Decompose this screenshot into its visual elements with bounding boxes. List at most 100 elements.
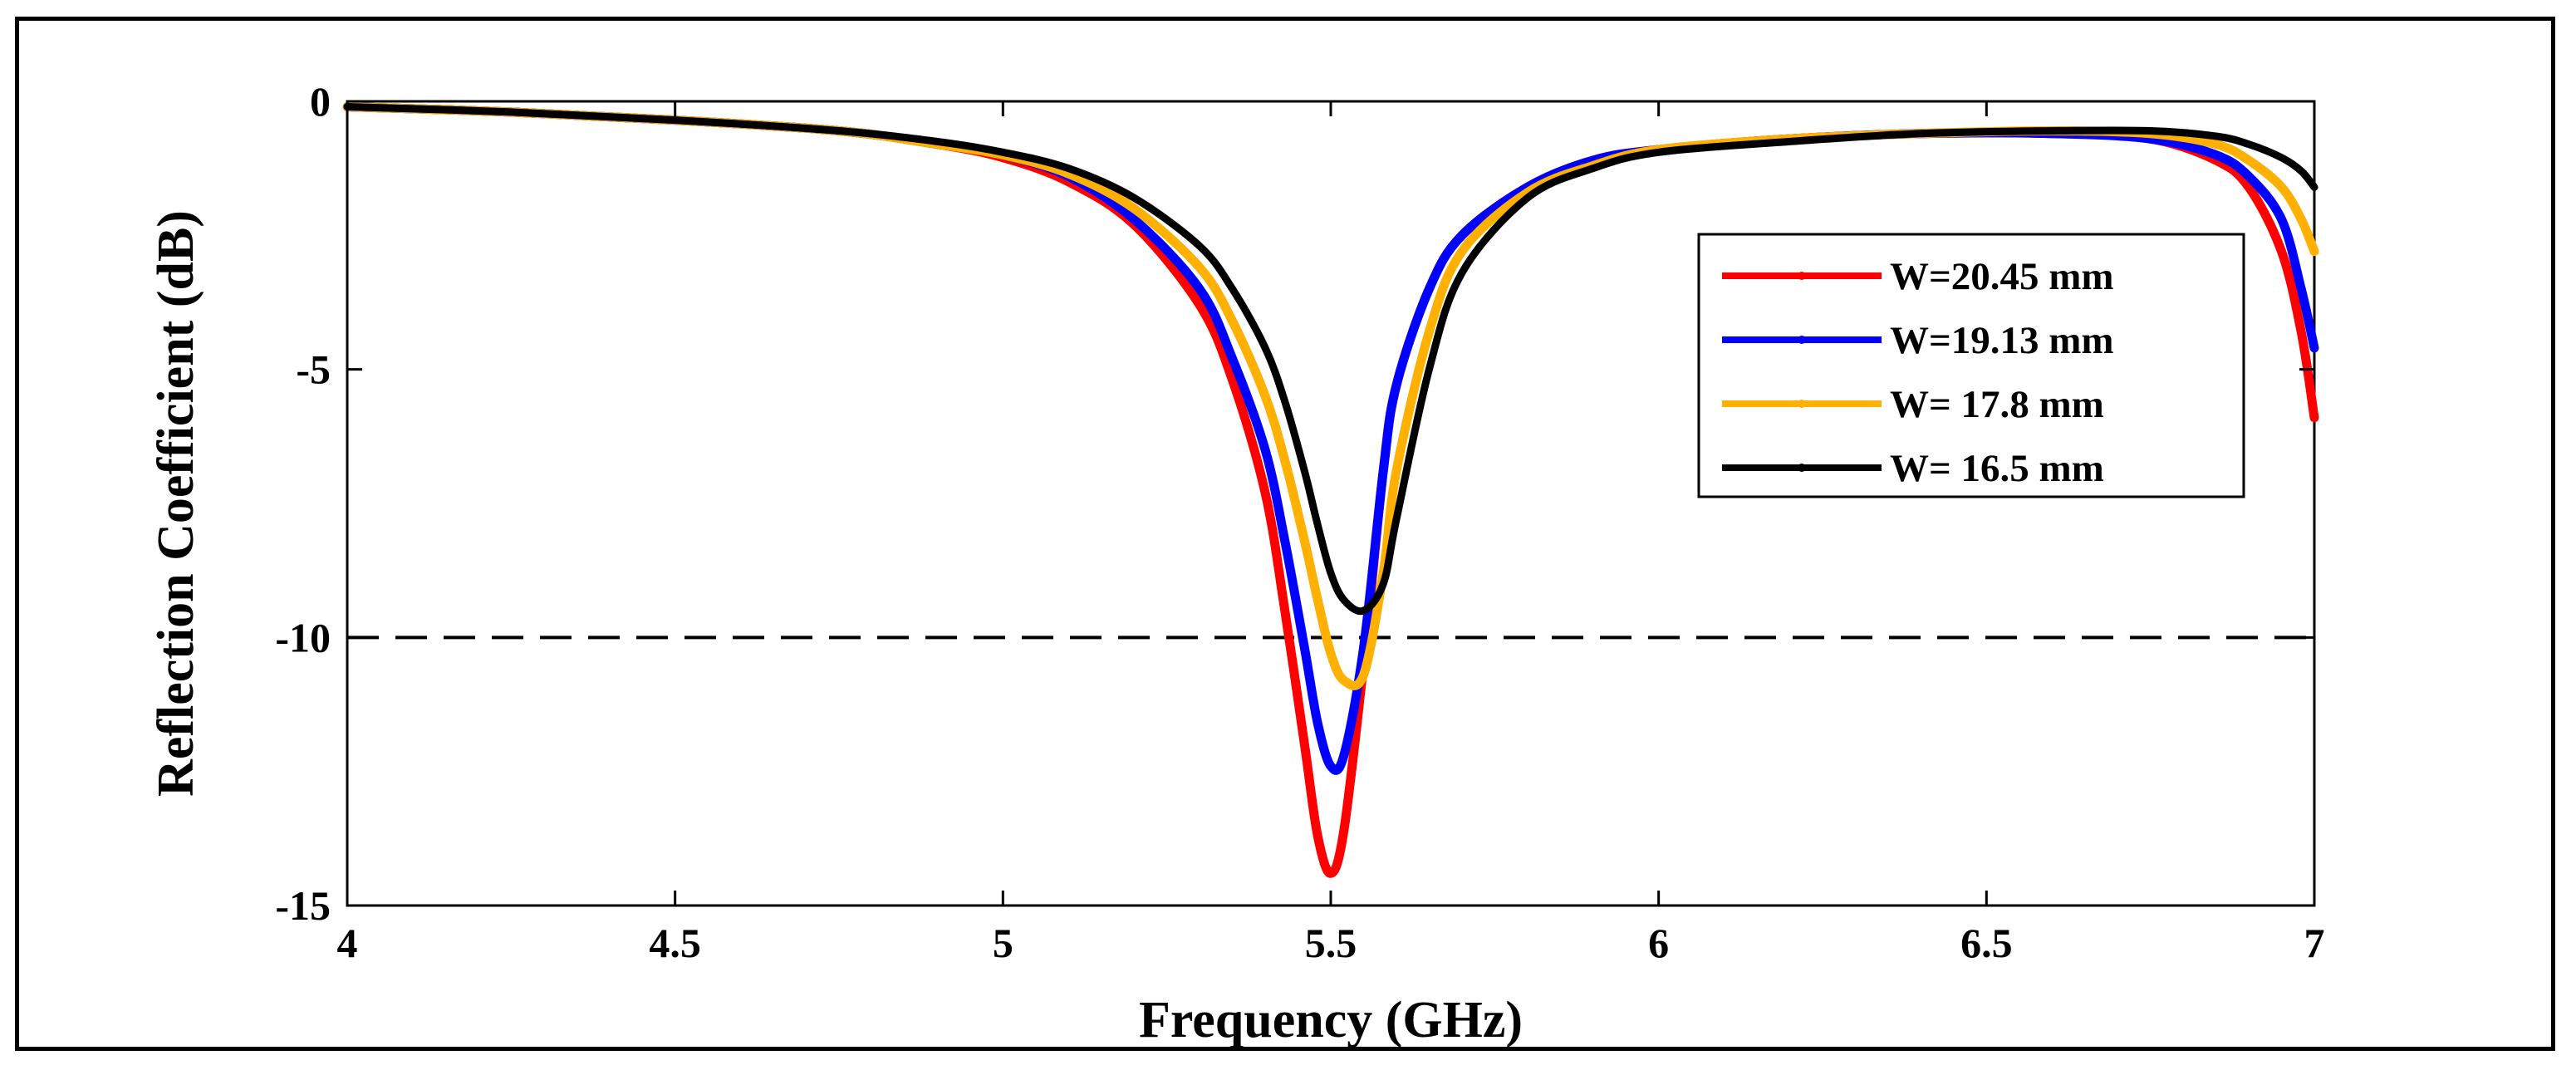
data-point: [935, 139, 940, 145]
data-point: [1282, 399, 1288, 405]
data-point: [1131, 195, 1137, 201]
data-point: [1459, 248, 1465, 254]
x-axis-ticks: 4 4.5 5 5.5 6 6.5 7: [337, 101, 2325, 966]
data-point: [2246, 141, 2252, 147]
data-point: [1302, 469, 1308, 474]
data-point: [1315, 522, 1321, 528]
data-point: [2213, 141, 2219, 147]
series-w-16-5-mm: [343, 102, 2318, 616]
y-tick-label: -5: [296, 346, 331, 393]
data-point: [2279, 248, 2284, 254]
data-point: [2213, 133, 2219, 139]
data-point: [1197, 243, 1203, 249]
data-point: [1426, 329, 1432, 335]
data-point: [1656, 150, 1661, 155]
data-point: [1361, 645, 1367, 651]
legend-item-w-20-45-mm: W=20.45 mm: [1722, 255, 2114, 298]
data-point: [837, 128, 841, 134]
data-point: [2312, 248, 2317, 254]
data-point: [1263, 345, 1268, 351]
legend-label: W= 17.8 mm: [1890, 383, 2104, 426]
data-point: [2299, 168, 2304, 174]
data-point: [1361, 608, 1367, 614]
chart-frame: [15, 17, 2555, 1051]
data-point: [2279, 216, 2284, 222]
data-point: [2299, 216, 2304, 222]
data-point: [1426, 366, 1432, 372]
legend: W=20.45 mm W=19.13 mm W= 17.8 mm W= 16.5 mm: [1697, 233, 2245, 498]
data-point: [1524, 195, 1530, 201]
x-tick-label: 4.5: [649, 920, 701, 966]
data-point: [1282, 458, 1288, 464]
legend-label: W=19.13 mm: [1890, 319, 2114, 362]
legend-marker: [1798, 336, 1806, 344]
data-point: [1302, 645, 1308, 651]
data-point: [1302, 742, 1308, 748]
data-point: [2049, 128, 2055, 134]
legend-item-w-19-13-mm: W=19.13 mm: [1722, 319, 2114, 362]
legend-item-w-16-5-mm: W= 16.5 mm: [1722, 447, 2104, 490]
x-tick-label: 6.5: [1960, 920, 2013, 966]
data-point: [1787, 139, 1793, 145]
data-point: [1393, 383, 1399, 389]
data-point: [1341, 677, 1347, 683]
data-point: [1918, 130, 1924, 136]
data-point: [508, 109, 514, 115]
data-point: [1197, 302, 1203, 308]
data-point: [1229, 356, 1235, 361]
data-point: [2312, 415, 2317, 420]
data-point: [1328, 871, 1333, 876]
data-point: [1393, 517, 1399, 523]
data-point: [1341, 753, 1347, 758]
data-point: [2312, 184, 2317, 190]
y-axis-label: Reflection Coefficient (dB): [148, 210, 204, 797]
data-point: [1197, 265, 1203, 271]
data-point: [1590, 165, 1596, 171]
x-tick-label: 6: [1648, 920, 1669, 966]
legend-marker: [1798, 464, 1806, 472]
data-point: [2246, 184, 2252, 190]
data-point: [2147, 128, 2153, 134]
data-point: [1381, 469, 1386, 474]
y-tick-label: 0: [310, 78, 331, 125]
data-point: [2246, 157, 2252, 163]
data-point: [2279, 155, 2284, 160]
data-point: [1328, 763, 1333, 769]
x-tick-label: 4: [337, 920, 358, 966]
data-point: [2279, 184, 2284, 190]
x-tick-label: 7: [2304, 920, 2325, 966]
legend-item-w-17-8-mm: W= 17.8 mm: [1722, 383, 2104, 426]
data-point: [1263, 447, 1268, 453]
data-point: [2312, 345, 2317, 351]
y-tick-label: -10: [275, 614, 331, 660]
data-point: [1361, 672, 1367, 678]
data-point: [1328, 650, 1333, 656]
data-point: [2299, 286, 2304, 292]
data-point: [1426, 286, 1432, 292]
data-point: [1263, 490, 1268, 496]
data-point: [1341, 827, 1347, 833]
data-point: [1131, 206, 1137, 212]
data-point: [1282, 538, 1288, 544]
data-point: [1459, 233, 1465, 238]
y-tick-label: -15: [275, 882, 331, 929]
x-tick-label: 5.5: [1305, 920, 1357, 966]
x-tick-label: 5: [993, 920, 1013, 966]
data-point: [1000, 150, 1006, 155]
legend-marker: [1798, 272, 1806, 280]
plot-area: [346, 100, 2316, 907]
data-point: [1381, 581, 1386, 587]
data-point: [2213, 152, 2219, 158]
data-point: [1315, 720, 1321, 726]
data-point: [1302, 538, 1308, 544]
data-point: [1229, 318, 1235, 324]
data-point: [1315, 597, 1321, 603]
legend-marker: [1798, 400, 1806, 408]
data-point: [1459, 270, 1465, 276]
data-point: [1131, 216, 1137, 222]
data-point: [1341, 597, 1347, 603]
y-axis-ticks: 0 -5 -10 -15: [275, 78, 2314, 929]
data-point: [1328, 570, 1333, 576]
legend-label: W= 16.5 mm: [1890, 447, 2104, 490]
